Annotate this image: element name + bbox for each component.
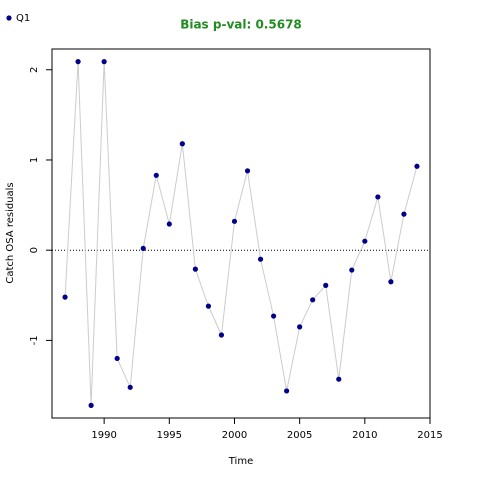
x-axis-label: Time — [228, 456, 253, 467]
point — [127, 384, 133, 390]
y-axis-label: Catch OSA residuals — [5, 182, 16, 283]
x-tick-label: 2005 — [287, 430, 312, 441]
chart-title: Bias p-val: 0.5678 — [180, 18, 302, 32]
point — [375, 194, 381, 200]
point — [414, 163, 420, 169]
point — [323, 282, 329, 288]
x-tick-label: 1995 — [157, 430, 182, 441]
x-tick-label: 2000 — [222, 430, 247, 441]
legend-marker — [6, 15, 12, 21]
legend-label: Q1 — [16, 13, 30, 24]
point — [349, 267, 355, 273]
point — [362, 238, 368, 244]
point — [401, 211, 407, 217]
point — [257, 256, 264, 262]
plot-frame — [51, 48, 431, 419]
series-line — [64, 61, 418, 406]
point — [114, 355, 120, 362]
point — [101, 59, 107, 65]
point — [62, 294, 68, 300]
point — [179, 141, 185, 147]
point — [88, 402, 94, 408]
y-tick-label: 2 — [29, 67, 40, 73]
point — [166, 221, 172, 227]
y-tick-label: 0 — [29, 247, 40, 253]
y-tick-label: 1 — [29, 157, 40, 163]
point — [140, 245, 146, 251]
point — [75, 59, 81, 65]
point — [388, 279, 394, 285]
point — [284, 388, 290, 394]
x-tick-label: 2010 — [352, 430, 377, 441]
point — [297, 324, 303, 330]
point — [153, 172, 159, 178]
point — [336, 376, 342, 382]
x-tick-label: 2015 — [417, 430, 442, 441]
point — [310, 297, 316, 303]
point — [244, 168, 251, 174]
point — [192, 266, 198, 272]
point — [218, 332, 225, 338]
y-tick-label: -1 — [29, 335, 40, 345]
point — [231, 218, 238, 224]
x-tick-label: 1990 — [91, 430, 116, 441]
point — [205, 303, 212, 309]
point — [270, 313, 277, 319]
